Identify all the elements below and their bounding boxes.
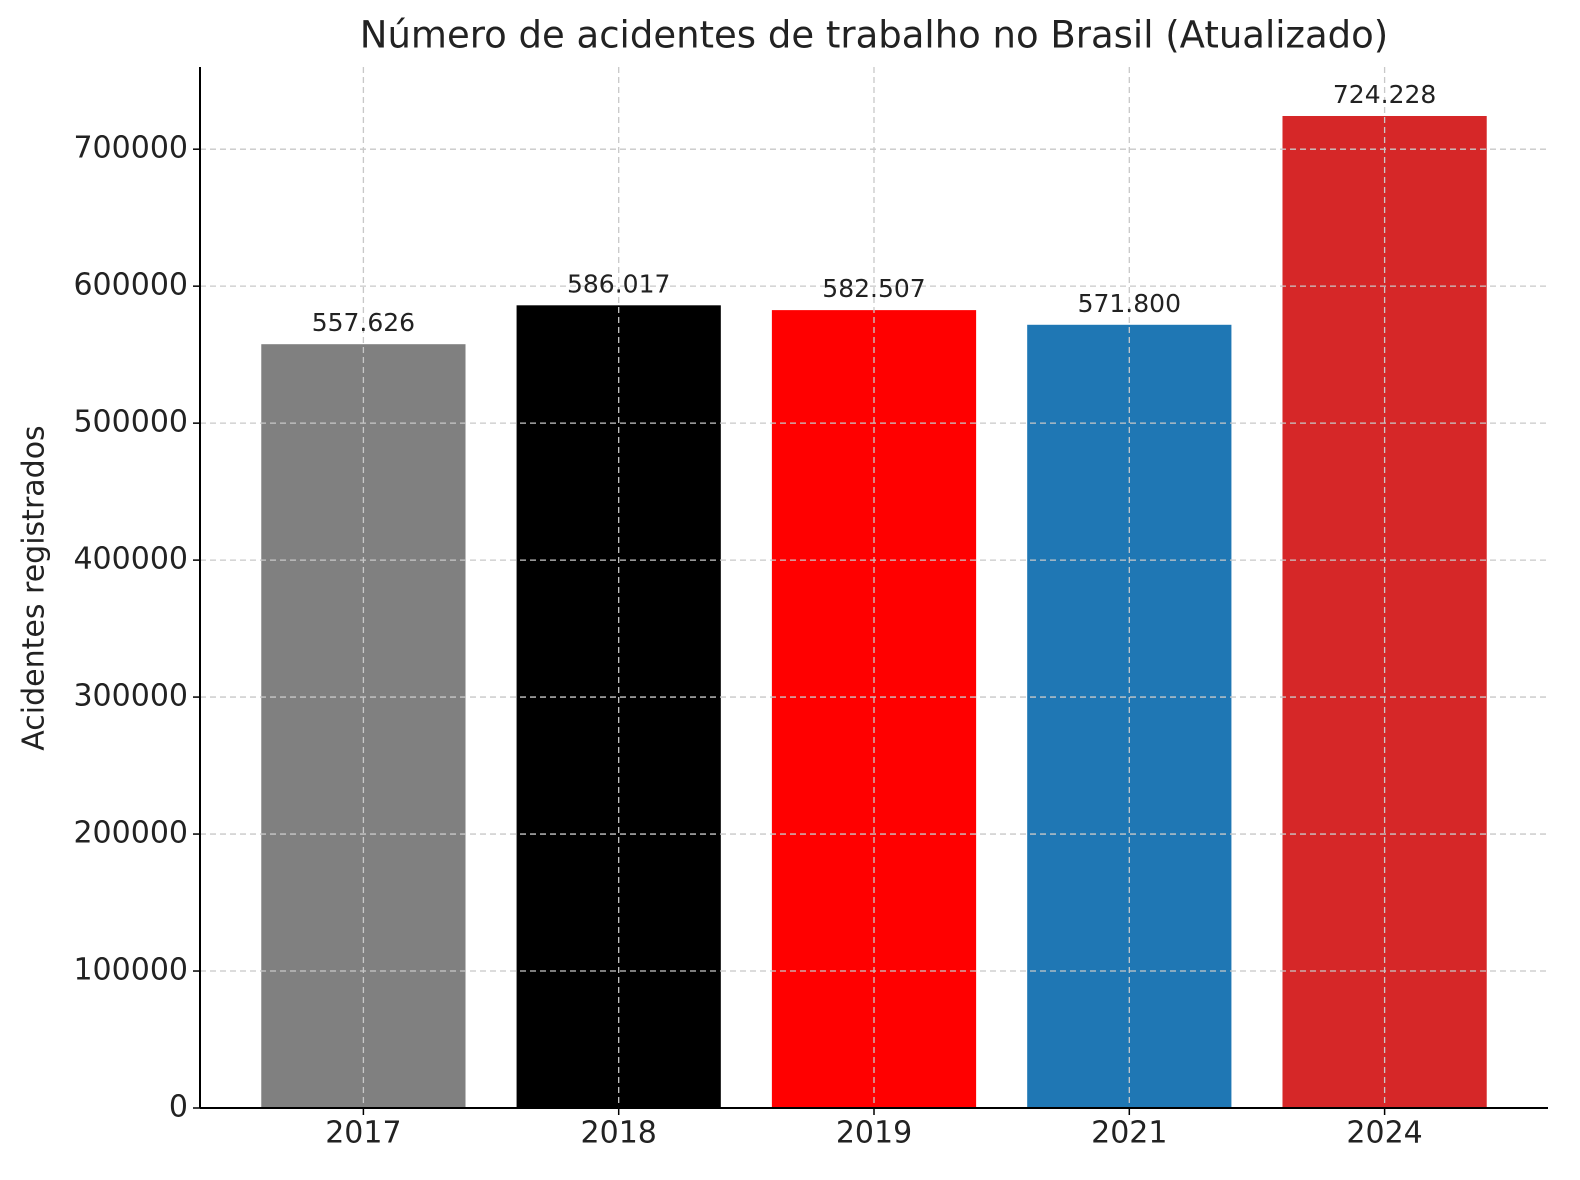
value-label: 571.800 [1078,289,1181,318]
value-label: 724.228 [1333,80,1436,109]
y-tick-label: 700000 [73,131,188,166]
x-tick-label: 2017 [325,1116,401,1151]
y-tick-label: 0 [169,1090,188,1125]
y-tick-label: 500000 [73,405,188,440]
value-label: 586.017 [567,269,670,298]
overlay: 0 100000 200000 300000 400000 500000 600000 700… [73,67,1548,1151]
x-tick-label: 2024 [1346,1116,1422,1151]
y-tick-label: 100000 [73,953,188,988]
y-axis-label: Acidentes registrados [17,425,52,750]
y-tick-label: 600000 [73,268,188,303]
value-label: 582.507 [822,274,925,303]
y-tick-label: 400000 [73,542,188,577]
x-tick-label: 2021 [1091,1116,1167,1151]
chart-title: Número de acidentes de trabalho no Brasi… [360,14,1388,57]
value-label: 557.626 [312,308,415,337]
x-tick-label: 2018 [581,1116,657,1151]
y-tick-label: 200000 [73,816,188,851]
x-tick-label: 2019 [836,1116,912,1151]
y-tick-label: 300000 [73,679,188,714]
